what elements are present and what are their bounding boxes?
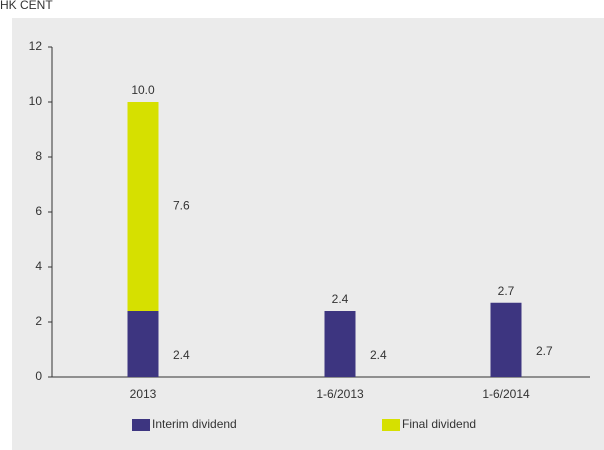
- y-tick-label: 12: [29, 39, 43, 53]
- bar-segment: [490, 302, 522, 377]
- y-tick-label: 10: [29, 94, 43, 108]
- bar-segment: [127, 102, 159, 311]
- x-tick-label: 1-6/2013: [316, 387, 364, 401]
- segment-label: 2.4: [173, 348, 190, 362]
- segment-label: 7.6: [173, 199, 190, 213]
- segment-label: 2.4: [370, 348, 387, 362]
- legend-swatch: [382, 419, 400, 431]
- y-tick-label: 6: [35, 204, 42, 218]
- bar-segment: [127, 311, 159, 377]
- legend-swatch: [132, 419, 150, 431]
- y-axis-unit: HK CENT: [0, 0, 53, 12]
- x-tick-label: 2013: [130, 387, 157, 401]
- total-label: 10.0: [131, 83, 155, 97]
- total-label: 2.4: [332, 292, 349, 306]
- x-tick-label: 1-6/2014: [482, 387, 530, 401]
- y-tick-label: 0: [35, 369, 42, 383]
- legend-label: Final dividend: [402, 417, 476, 431]
- y-tick-label: 4: [35, 259, 42, 273]
- segment-label: 2.7: [536, 344, 553, 358]
- chart-background: [12, 18, 604, 450]
- total-label: 2.7: [498, 284, 515, 298]
- y-tick-label: 8: [35, 149, 42, 163]
- y-tick-label: 2: [35, 314, 42, 328]
- legend-label: Interim dividend: [152, 417, 237, 431]
- bar-segment: [324, 311, 356, 377]
